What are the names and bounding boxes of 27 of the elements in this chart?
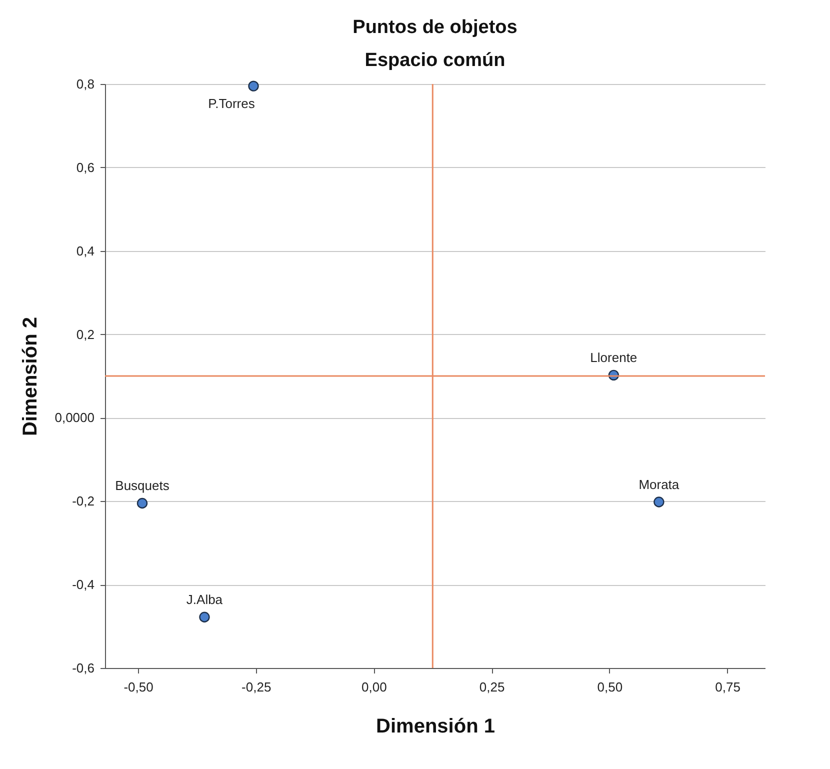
y-axis-title: Dimensión 2 <box>20 317 42 436</box>
x-tick-label: 0,25 <box>479 680 505 694</box>
annotation: Morata <box>638 476 680 492</box>
y-tick-label: 0,2 <box>76 326 94 342</box>
annotation: Busquets <box>115 478 170 494</box>
y-tick-label: 0,8 <box>76 76 94 92</box>
y-tick-label: 0,6 <box>76 160 94 175</box>
x-tick-label: 0,50 <box>597 680 623 694</box>
annotation: Llorente <box>590 350 638 366</box>
y-tick-label: -0,2 <box>72 494 94 509</box>
x-tick-label: 0,00 <box>362 680 387 694</box>
annotation: J.Alba <box>186 592 224 608</box>
y-tick-label: 0,0000 <box>54 410 94 426</box>
x-axis-title: Dimensión 1 <box>376 716 495 738</box>
point <box>248 80 259 92</box>
chart-title: Puntos de objetos <box>352 17 518 38</box>
point <box>136 498 148 509</box>
point <box>199 612 210 622</box>
point <box>654 496 664 508</box>
x-tick-label: -0,50 <box>124 680 154 694</box>
annotation: P.Torres <box>208 96 256 112</box>
y-tick-label: -0,6 <box>72 660 94 676</box>
y-tick-label: 0,4 <box>76 243 94 258</box>
chart-subtitle: Espacio común <box>364 50 506 71</box>
y-tick-label: -0,4 <box>72 577 94 592</box>
x-tick-label: 0,75 <box>715 680 740 694</box>
x-tick-label: -0,25 <box>242 680 272 694</box>
